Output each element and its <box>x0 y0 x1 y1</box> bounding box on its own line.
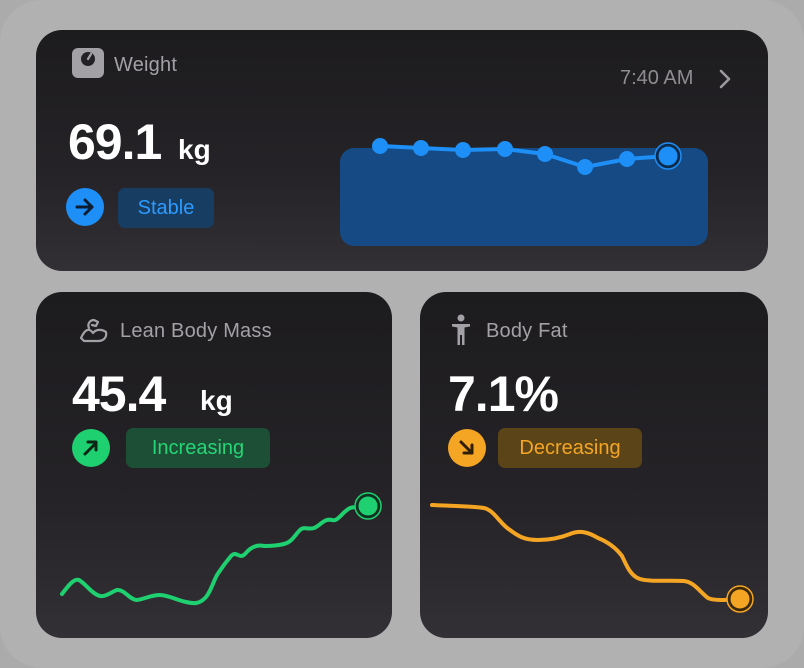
weight-point <box>497 141 513 157</box>
lean-mass-point-current-dot <box>358 496 378 516</box>
status-badge: Increasing <box>126 428 270 468</box>
body-fat-card[interactable]: Body Fat 7.1% Decreasing <box>420 292 768 638</box>
body-fat-trend-chart <box>430 503 754 613</box>
person-figure-icon <box>450 314 472 346</box>
scale-icon <box>72 48 104 78</box>
lean-mass-trend-chart <box>60 492 382 606</box>
weight-time: 7:40 AM <box>620 67 694 89</box>
weight-point <box>537 146 553 162</box>
weight-title: Weight <box>114 54 178 76</box>
weight-value: 69.1 <box>68 114 162 170</box>
chevron-right-icon[interactable] <box>718 68 732 90</box>
arrow-down-right-icon <box>448 429 486 467</box>
weight-chart-area <box>340 148 708 246</box>
body-fat-trend-line <box>430 503 742 602</box>
weight-point <box>455 142 471 158</box>
weight-card[interactable]: Weight 7:40 AM 69.1 kg Stable <box>36 30 768 271</box>
weight-point <box>413 140 429 156</box>
weight-point-current-dot <box>658 146 678 166</box>
flexed-arm-icon <box>78 316 110 344</box>
arrow-up-right-icon <box>72 429 110 467</box>
lean-mass-unit: kg <box>200 385 233 416</box>
status-badge: Stable <box>118 188 214 228</box>
body-fat-value: 7.1% <box>448 366 559 422</box>
weight-trend-chart <box>340 138 708 246</box>
body-fat-title: Body Fat <box>486 320 568 342</box>
lean-mass-card[interactable]: Lean Body Mass 45.4 kg Increasing <box>36 292 392 638</box>
lean-mass-value: 45.4 <box>72 366 166 422</box>
weight-point <box>619 151 635 167</box>
lean-mass-trend-line <box>60 504 370 606</box>
weight-unit: kg <box>178 134 211 165</box>
body-fat-point-current-dot <box>730 589 750 609</box>
weight-point <box>577 159 593 175</box>
status-badge: Decreasing <box>498 428 642 468</box>
lean-mass-title: Lean Body Mass <box>120 320 272 342</box>
arrow-right-icon <box>66 188 104 226</box>
weight-point <box>372 138 388 154</box>
